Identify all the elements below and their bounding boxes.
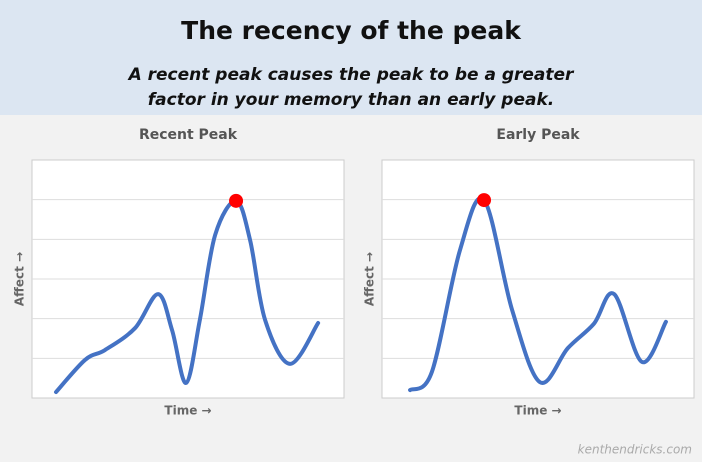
chart-title: Recent Peak [139,127,238,143]
peak-marker [477,193,492,208]
y-axis-label: Affect → [13,252,27,306]
line [408,196,668,393]
header-band [0,0,702,115]
peak-marker [229,193,244,208]
y-axis-label: Affect → [363,252,377,306]
x-axis-label: Time → [164,404,211,418]
source: kenthendricks.com [578,443,692,457]
title: The recency of the peak [181,16,522,45]
line [54,198,321,395]
x-axis-label: Time → [514,404,561,418]
chart-title: Early Peak [496,127,580,143]
subtitle-line: factor in your memory than an early peak… [148,90,554,110]
subtitle-line: A recent peak causes the peak to be a gr… [127,65,575,85]
